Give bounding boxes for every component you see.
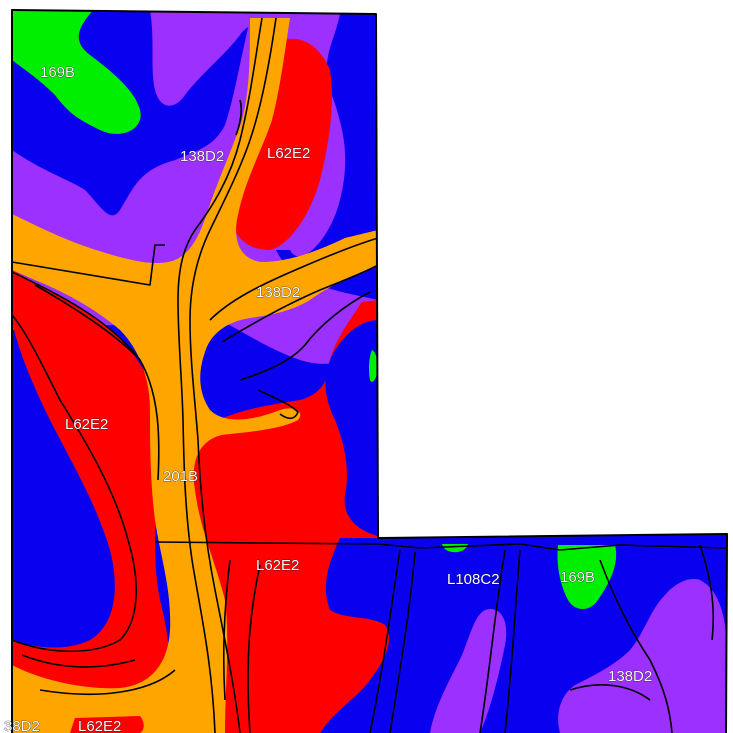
- label-l62e2-lower: L62E2: [256, 557, 299, 574]
- label-l62e2-upper: L62E2: [267, 145, 310, 162]
- green-soil-unit-edge: [368, 350, 378, 382]
- green-soil-unit-top-left: [12, 10, 141, 134]
- soil-boundary-lines: [12, 17, 727, 733]
- purple-soil-unit-top: [150, 10, 340, 106]
- label-138d2-middle: 138D2: [256, 284, 300, 301]
- blue-soil-unit-center: [325, 320, 378, 536]
- label-201b: 201B: [163, 468, 198, 485]
- label-169b-top-left: 169B: [40, 64, 75, 81]
- red-soil-unit-upper: [231, 38, 332, 250]
- red-soil-unit-left: [12, 270, 170, 700]
- label-38d2-bottom-left: 38D2: [4, 718, 40, 733]
- label-l62e2-bottom-left: L62E2: [78, 718, 121, 733]
- red-soil-unit-bottom-left: [70, 716, 144, 733]
- orange-soil-unit-channel: [12, 18, 378, 733]
- label-l62e2-left: L62E2: [65, 416, 108, 433]
- green-soil-unit-lower-right: [557, 545, 617, 609]
- purple-soil-unit-lower-right: [558, 578, 726, 733]
- label-169b-lower-right: 169B: [560, 569, 595, 586]
- label-l108c2: L108C2: [447, 571, 500, 588]
- purple-soil-unit-lower-center: [430, 609, 507, 733]
- label-138d2-lower-right: 138D2: [608, 668, 652, 685]
- parcel-outline: [11, 9, 728, 733]
- label-138d2-upper: 138D2: [180, 148, 224, 165]
